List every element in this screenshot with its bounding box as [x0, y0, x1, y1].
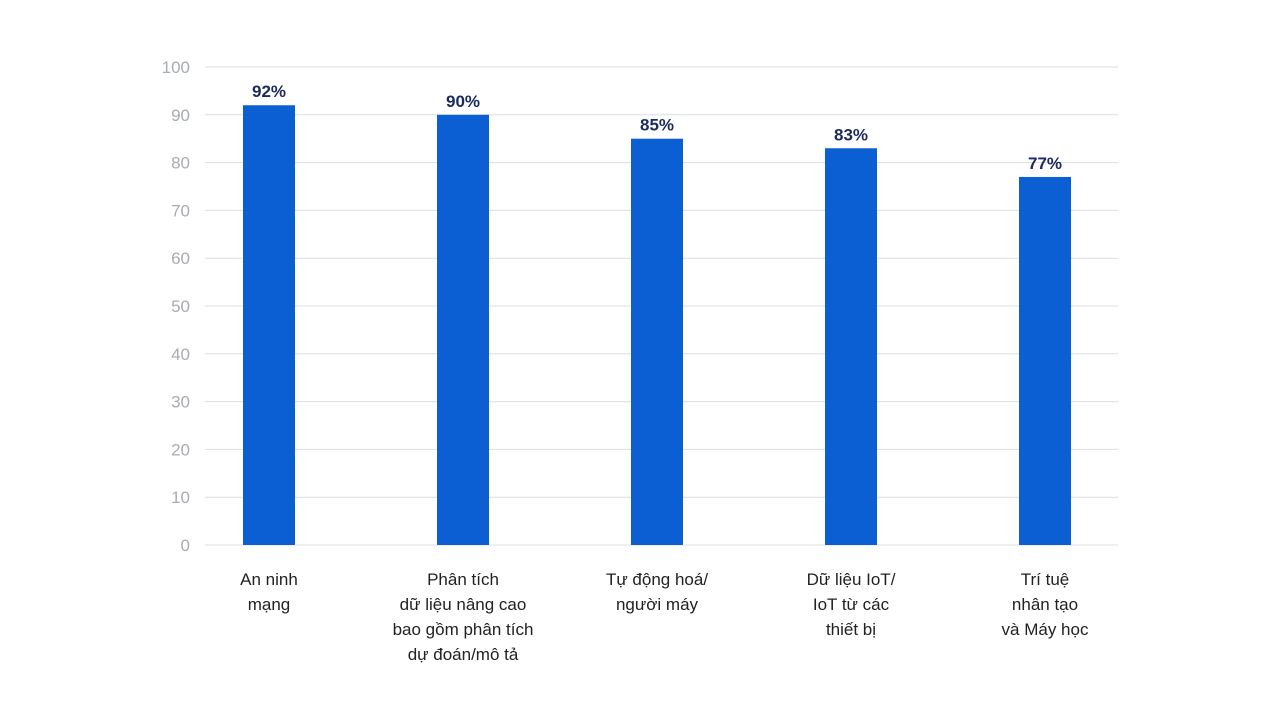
- x-category-line: nhân tạo: [1012, 595, 1078, 614]
- y-tick-labels: 0 10 20 30 40 50 60 70 80 90 100: [162, 58, 190, 555]
- x-category-labels: An ninh mạng Phân tích dữ liệu nâng cao bao …: [240, 570, 1089, 664]
- x-category-label-5: Trí tuệ nhân tạo và Máy học: [1002, 570, 1089, 639]
- x-category-line: dữ liệu nâng cao: [400, 595, 527, 614]
- y-tick-label-0: 0: [181, 536, 190, 555]
- x-category-line: mạng: [248, 595, 291, 614]
- y-tick-label-40: 40: [171, 345, 190, 364]
- data-label-1: 92%: [252, 82, 286, 101]
- x-category-label-2: Phân tích dữ liệu nâng cao bao gồm phân tí…: [393, 570, 534, 664]
- x-category-line: Tự động hoá/: [606, 570, 708, 589]
- bar-layer: [243, 105, 1071, 546]
- y-tick-label-30: 30: [171, 393, 190, 412]
- bar-2: [437, 114, 489, 546]
- x-category-line: bao gồm phân tích: [393, 620, 534, 639]
- x-category-line: Dữ liệu IoT/: [807, 570, 896, 589]
- x-category-label-1: An ninh mạng: [240, 570, 298, 614]
- x-category-line: dự đoán/mô tả: [408, 645, 519, 664]
- y-tick-label-80: 80: [171, 154, 190, 173]
- y-tick-label-10: 10: [171, 488, 190, 507]
- bar-5: [1019, 176, 1071, 545]
- y-tick-label-100: 100: [162, 58, 190, 77]
- y-tick-label-20: 20: [171, 440, 190, 459]
- x-category-label-3: Tự động hoá/người máy: [606, 570, 708, 614]
- x-category-line: thiết bị: [826, 620, 876, 639]
- x-category-line: người máy: [616, 595, 699, 614]
- y-tick-label-70: 70: [171, 201, 190, 220]
- bar-4: [825, 148, 877, 545]
- x-category-line: Phân tích: [427, 570, 499, 589]
- bar-1: [243, 105, 295, 546]
- bar-3: [631, 138, 683, 545]
- y-tick-label-50: 50: [171, 297, 190, 316]
- data-label-4: 83%: [834, 125, 868, 144]
- data-label-5: 77%: [1028, 154, 1062, 173]
- x-category-line: IoT từ các: [813, 595, 890, 614]
- y-tick-label-90: 90: [171, 106, 190, 125]
- data-label-3: 85%: [640, 116, 674, 135]
- x-category-line: Trí tuệ: [1021, 570, 1070, 589]
- y-tick-label-60: 60: [171, 249, 190, 268]
- x-category-line: An ninh: [240, 570, 298, 589]
- data-labels: 92% 90% 85% 83% 77%: [252, 82, 1062, 173]
- x-category-line: và Máy học: [1002, 620, 1089, 639]
- data-label-2: 90%: [446, 92, 480, 111]
- x-category-label-4: Dữ liệu IoT/IoT từ các thiết bị: [807, 570, 896, 639]
